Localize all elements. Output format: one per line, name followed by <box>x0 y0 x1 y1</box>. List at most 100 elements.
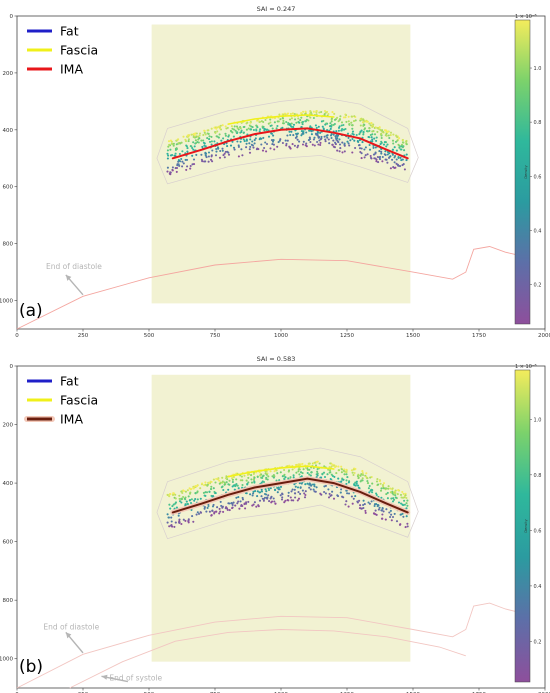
scatter-point <box>389 134 392 137</box>
scatter-point <box>260 143 263 146</box>
scatter-point <box>367 135 370 139</box>
scatter-point <box>327 138 330 141</box>
scatter-point <box>336 137 339 140</box>
scatter-point <box>404 492 407 495</box>
scatter-point <box>302 468 305 471</box>
scatter-point <box>194 132 197 135</box>
scatter-point <box>300 482 303 485</box>
scatter-point <box>202 139 205 142</box>
scatter-point <box>190 133 193 136</box>
colorbar-tick-label: 0.6 <box>534 174 542 180</box>
scatter-point <box>306 471 309 475</box>
scatter-point <box>231 478 234 481</box>
scatter-point <box>372 153 376 156</box>
scatter-point <box>323 465 326 468</box>
scatter-point <box>277 120 280 123</box>
scatter-point <box>273 470 276 473</box>
scatter-point <box>208 510 211 513</box>
scatter-point <box>332 139 335 142</box>
scatter-point <box>210 127 213 130</box>
scatter-point <box>210 514 213 517</box>
scatter-point <box>406 522 409 525</box>
scatter-point <box>373 133 377 136</box>
scatter-point <box>332 133 335 136</box>
scatter-point <box>232 146 236 149</box>
scatter-point <box>403 149 406 152</box>
scatter-point <box>216 478 219 481</box>
scatter-point <box>301 132 304 135</box>
scatter-point <box>320 135 323 138</box>
scatter-point <box>210 140 213 143</box>
scatter-point <box>271 140 275 143</box>
scatter-point <box>184 490 187 493</box>
scatter-point <box>248 148 251 151</box>
scatter-point <box>200 139 203 142</box>
scatter-point <box>405 507 408 510</box>
scatter-point <box>372 123 375 126</box>
scatter-point <box>177 142 180 145</box>
scatter-point <box>188 499 191 502</box>
scatter-point <box>311 483 315 486</box>
scatter-point <box>337 465 340 468</box>
scatter-point <box>381 129 384 132</box>
scatter-point <box>253 501 256 504</box>
scatter-point <box>405 502 408 505</box>
scatter-point <box>224 125 227 128</box>
scatter-point <box>189 164 192 168</box>
scatter-point <box>340 129 343 132</box>
scatter-point <box>292 126 295 129</box>
scatter-point <box>295 471 298 474</box>
scatter-point <box>208 490 211 493</box>
scatter-point <box>315 126 318 129</box>
scatter-point <box>319 141 322 144</box>
scatter-point <box>171 166 174 169</box>
scatter-point <box>216 130 219 133</box>
scatter-point <box>380 487 383 490</box>
chart-panel-b: SAI = 0.583 End of diastole End of systole… <box>0 355 550 693</box>
scatter-point <box>308 473 311 476</box>
scatter-point <box>335 130 338 133</box>
scatter-point <box>373 512 376 515</box>
scatter-point <box>277 141 280 144</box>
scatter-point <box>346 140 349 143</box>
scatter-point <box>290 130 293 133</box>
scatter-point <box>365 472 368 475</box>
scatter-point <box>314 124 317 127</box>
scatter-point <box>259 474 262 477</box>
legend: Fat Fascia IMA <box>24 374 98 427</box>
scatter-point <box>388 136 391 140</box>
scatter-point <box>340 121 344 124</box>
scatter-point <box>334 141 337 144</box>
scatter-point <box>250 481 254 484</box>
scatter-point <box>405 143 408 146</box>
scatter-point <box>245 146 248 149</box>
scatter-point <box>168 503 171 506</box>
scatter-point <box>314 464 318 467</box>
scatter-point <box>186 489 189 492</box>
scatter-point <box>381 513 384 516</box>
scatter-point <box>184 138 187 141</box>
scatter-point <box>192 141 195 144</box>
scatter-point <box>376 130 379 133</box>
scatter-point <box>189 488 192 491</box>
scatter-point <box>341 495 344 498</box>
scatter-point <box>170 142 173 145</box>
scatter-point <box>315 133 318 136</box>
scatter-point <box>366 480 369 483</box>
scatter-point <box>249 121 252 124</box>
scatter-point <box>345 473 348 476</box>
scatter-point <box>386 143 389 146</box>
scatter-point <box>350 115 353 118</box>
scatter-point <box>256 495 259 498</box>
scatter-point <box>385 487 388 490</box>
scatter-point <box>182 495 185 499</box>
scatter-point <box>204 152 208 155</box>
scatter-point <box>392 142 395 145</box>
scatter-point <box>397 164 400 167</box>
scatter-point <box>399 502 403 505</box>
scatter-point <box>284 476 287 479</box>
scatter-point <box>227 483 230 486</box>
scatter-point <box>381 506 384 510</box>
scatter-point <box>281 496 284 499</box>
scatter-point <box>274 489 277 492</box>
